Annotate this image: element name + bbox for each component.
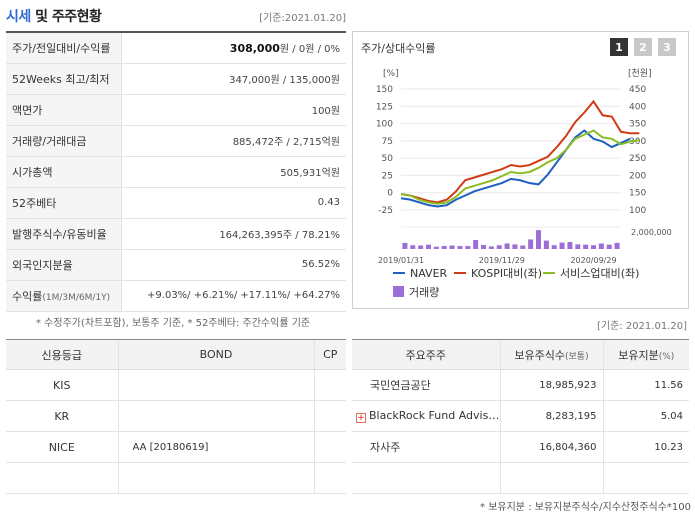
table-row: 시가총액 505,931억원 (6, 156, 346, 188)
table-row: 거래량/거래대금 885,472주 / 2,715억원 (6, 125, 346, 157)
volume-bar (520, 245, 526, 249)
left-unit: [%] (383, 69, 399, 79)
y-right-tick: 300 (629, 137, 646, 147)
volume-bar (481, 244, 486, 249)
volume-bar (598, 243, 604, 249)
table-row: 자사주 16,804,360 10.23 (352, 431, 689, 463)
volume-bar (559, 242, 565, 249)
relative-return-chart: [%] [천원]1501251007550250-2545040035030025… (376, 68, 672, 299)
volume-bar (426, 244, 431, 249)
shareholders-table: 주요주주 보유주식수(보통) 보유지분(%) 국민연금공단 18,985,923 1… (352, 339, 689, 494)
volume-bar (410, 245, 416, 249)
table-row: 외국인지분율 56.52% (6, 249, 346, 281)
y-left-tick: -25 (378, 206, 393, 216)
volume-bar (614, 242, 620, 249)
y-left-tick: 25 (382, 171, 393, 181)
table-row: + BlackRock Fund Advis… 8,283,195 5.04 (352, 400, 689, 432)
y-right-tick: 450 (629, 85, 646, 95)
credit-rating-table: 신용등급 BOND CP KIS KR NICE AA [20180619] (6, 339, 346, 494)
volume-bar (433, 246, 439, 249)
volume-bar (591, 245, 596, 249)
volume-bar (402, 242, 408, 249)
chart-tab-1[interactable]: 1 (610, 38, 628, 56)
chart-tabs: 1 2 3 (610, 38, 676, 56)
chart-panel: 주가/상대수익률 1 2 3 [%] [천원] 150 125 100 75 50 25 0 -2… (352, 31, 689, 309)
volume-tick: 2,000,000 (631, 228, 672, 237)
volume-bar (504, 243, 510, 249)
volume-bar (512, 244, 518, 249)
x-tick: 2020/09/29 (570, 256, 616, 265)
y-left-tick: 100 (376, 120, 393, 130)
legend-label: 거래량 (409, 286, 439, 299)
base-date: [기준:2021.01.20] (259, 12, 346, 24)
volume-bar (418, 245, 424, 249)
y-left-tick: 0 (387, 189, 393, 199)
expand-icon[interactable]: + (356, 413, 366, 423)
volume-bar (496, 245, 502, 249)
x-tick: 2019/01/31 (378, 256, 424, 265)
shareholder-link[interactable]: BlackRock Fund Advis… (369, 409, 500, 422)
chart-tab-3[interactable]: 3 (658, 38, 676, 56)
y-right-tick: 100 (629, 206, 646, 216)
series-line (400, 99, 640, 204)
section-header: 시세 및 주주현황 [기준:2021.01.20] (6, 4, 346, 28)
table-row: 액면가 100원 (6, 94, 346, 126)
chart-tab-2[interactable]: 2 (634, 38, 652, 56)
y-left-tick: 125 (376, 102, 393, 112)
volume-bar (551, 245, 557, 249)
table-row: 국민연금공단 18,985,923 11.56 (352, 369, 689, 401)
shareholders-note: * 보유지분 : 보유지분주식수/지수산정주식수*100 (480, 502, 691, 513)
y-left-tick: 75 (382, 137, 393, 147)
volume-bar (543, 240, 549, 249)
legend-label: NAVER (410, 267, 448, 280)
volume-bar (575, 244, 581, 249)
y-right-tick: 350 (629, 120, 646, 130)
volume-bar (441, 245, 447, 249)
volume-bar (465, 246, 471, 249)
volume-bar (473, 240, 479, 249)
table-row: KR (6, 400, 346, 432)
volume-bar (457, 246, 463, 249)
table-row: 발행주식수/유동비율 164,263,395주 / 78.21% (6, 218, 346, 250)
legend-swatch (393, 286, 404, 297)
x-tick: 2019/11/29 (479, 256, 525, 265)
y-right-tick: 250 (629, 154, 646, 164)
table-row: 52주베타 0.43 (6, 187, 346, 219)
table-row: 52Weeks 최고/최저 347,000원 / 135,000원 (6, 63, 346, 95)
table-row: 주가/전일대비/수익률 308,000원 / 0원 / 0% (6, 32, 346, 64)
volume-bar (606, 244, 612, 249)
volume-bar (449, 245, 455, 249)
volume-bar (528, 239, 534, 249)
table-row: 수익률(1M/3M/6M/1Y) +9.03%/ +6.21%/ +17.11%/… (6, 280, 346, 312)
volume-bar (488, 246, 494, 249)
table-header-row: 주요주주 보유주식수(보통) 보유지분(%) (352, 339, 689, 370)
y-right-tick: 400 (629, 102, 646, 112)
table-row: NICE AA [20180619] (6, 431, 346, 463)
y-right-tick: 200 (629, 171, 646, 181)
table-row (6, 462, 346, 494)
right-unit: [천원] (628, 68, 652, 79)
market-note: * 수정주가(차트포함), 보통주 기준, * 52주베타: 주간수익률 기준 (36, 318, 311, 329)
chart-title: 주가/상대수익률 (361, 42, 436, 55)
legend-label: KOSPI대비(좌) (471, 267, 542, 280)
volume-bar (583, 244, 589, 249)
section-title: 시세 및 주주현황 (6, 9, 102, 25)
market-info-table: 주가/전일대비/수익률 308,000원 / 0원 / 0% 52Weeks 최고… (6, 31, 346, 312)
volume-bar (536, 230, 541, 249)
y-left-tick: 150 (376, 85, 393, 95)
base-date-2: [기준: 2021.01.20] (596, 321, 687, 332)
table-row: KIS (6, 369, 346, 401)
series-line (400, 129, 631, 208)
table-header-row: 신용등급 BOND CP (6, 339, 346, 370)
y-right-tick: 150 (629, 189, 646, 199)
y-left-tick: 50 (382, 154, 394, 164)
legend-label: 서비스업대비(좌) (560, 267, 639, 280)
series-line (400, 129, 640, 205)
volume-bar (567, 242, 573, 249)
table-row (352, 462, 689, 494)
